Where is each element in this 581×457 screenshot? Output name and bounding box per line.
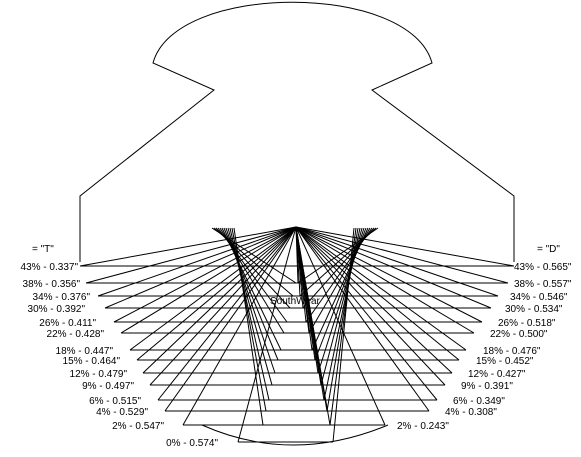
- left-level-label: 26% - 0.411": [39, 318, 96, 329]
- right-cross-line: [226, 228, 275, 373]
- tooth-outline: [80, 2, 514, 262]
- right-level-label: 9% - 0.391": [461, 381, 513, 392]
- left-header: = "T": [32, 244, 54, 255]
- right-fan-line: [296, 227, 508, 283]
- right-level-labels: 43% - 0.565" 38% - 0.557" 34% - 0.546"30% …: [397, 262, 572, 432]
- right-level-label: 22% - 0.500": [490, 329, 548, 340]
- right-level-label: 26% - 0.518": [498, 318, 556, 329]
- right-level-label: 30% - 0.534": [505, 304, 563, 315]
- left-level-label: 30% - 0.392": [28, 304, 86, 315]
- left-level-label: 4% - 0.529": [96, 407, 148, 418]
- left-level-label: 22% - 0.428": [47, 329, 105, 340]
- right-level-label: 43% - 0.565": [514, 262, 572, 273]
- right-level-label: 4% - 0.308": [445, 407, 497, 418]
- left-level-labels: 43% - 0.337" 38% - 0.356" 34% - 0.376"30% …: [21, 262, 219, 449]
- center-label: SouthWear: [270, 296, 321, 307]
- left-level-label: 12% - 0.479": [70, 369, 128, 380]
- right-level-label: 15% - 0.452": [476, 356, 534, 367]
- right-level-label: 34% - 0.546": [510, 292, 568, 303]
- right-level-label: 12% - 0.427": [468, 369, 526, 380]
- left-level-label: 38% - 0.356": [23, 279, 81, 290]
- left-fan-line: [86, 227, 296, 283]
- right-header: = "D": [537, 244, 560, 255]
- left-level-label: 6% - 0.515": [89, 396, 141, 407]
- left-level-label: 2% - 0.547": [112, 421, 164, 432]
- left-fan-line: [238, 227, 296, 442]
- right-level-label: 6% - 0.349": [453, 396, 505, 407]
- left-level-label: 34% - 0.376": [33, 292, 91, 303]
- left-level-label: 0% - 0.574": [166, 438, 218, 449]
- right-level-label: 2% - 0.243": [397, 421, 449, 432]
- left-level-label: 43% - 0.337": [21, 262, 79, 273]
- left-fan-line: [137, 227, 296, 360]
- right-level-label: 38% - 0.557": [514, 279, 572, 290]
- left-fan-line: [98, 227, 296, 296]
- right-fan-line: [296, 227, 498, 296]
- left-level-label: 15% - 0.464": [63, 356, 121, 367]
- left-level-label: 9% - 0.497": [82, 381, 134, 392]
